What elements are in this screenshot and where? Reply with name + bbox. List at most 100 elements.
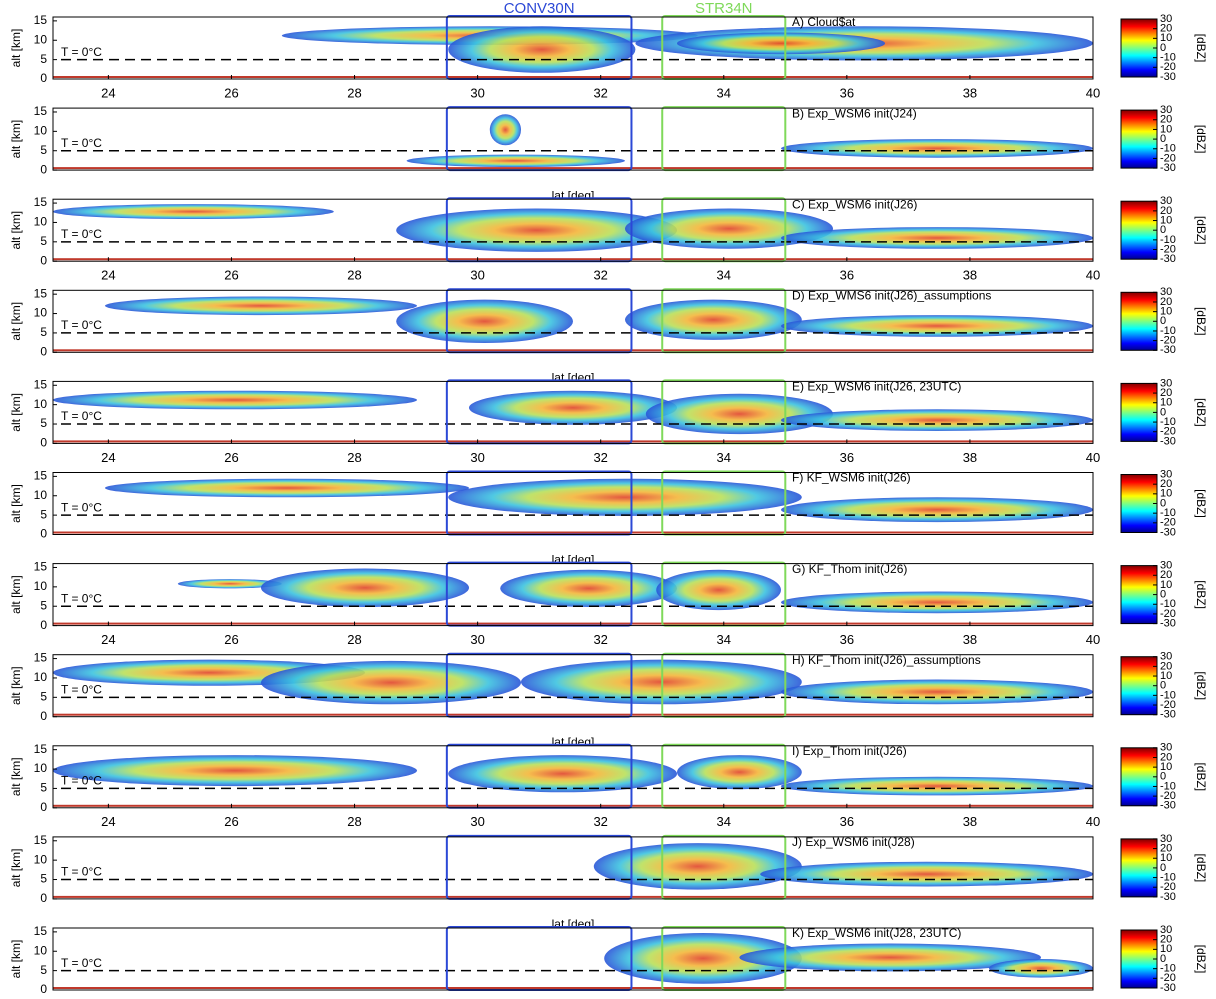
colorbar — [1121, 19, 1157, 77]
colorbar — [1121, 292, 1157, 350]
cloud-field — [781, 139, 1093, 158]
cloud-field — [105, 297, 417, 316]
colorbar — [1121, 110, 1157, 168]
y-axis-label: alt [km] — [9, 484, 23, 523]
panel: T = 0°C051015lat [deg]alt [km]H) KF_Thom… — [9, 651, 1208, 749]
annotation: T = 0°C — [61, 227, 102, 241]
x-tick-label: 28 — [347, 814, 361, 829]
panel: T = 0°C051015242628303234363840alt [km]I… — [9, 742, 1208, 830]
y-tick-label: 15 — [34, 286, 48, 300]
colorbar-label: [dBZ] — [1194, 307, 1208, 336]
cloud-field — [677, 755, 802, 789]
region-label: STR34N — [695, 0, 753, 17]
surface-echo — [53, 532, 1093, 534]
x-tick-label: 24 — [101, 268, 115, 283]
panel-title: G) KF_Thom init(J26) — [792, 562, 907, 576]
panel-title: F) KF_WSM6 init(J26) — [792, 471, 911, 485]
y-tick-label: 0 — [40, 527, 47, 541]
annotation: T = 0°C — [61, 136, 102, 150]
cloud-field — [646, 394, 833, 434]
y-tick-label: 5 — [40, 143, 47, 157]
y-tick-label: 10 — [34, 32, 48, 46]
colorbar-tick-label: -30 — [1160, 800, 1176, 812]
panel-title: K) Exp_WSM6 init(J28, 23UTC) — [792, 926, 961, 940]
x-tick-label: 26 — [224, 450, 238, 465]
cloud-field — [677, 33, 885, 55]
y-tick-label: 0 — [40, 253, 47, 267]
x-tick-label: 38 — [963, 632, 977, 647]
panel: T = 0°CCONV30NSTR34N05101524262830323436… — [9, 0, 1208, 100]
panel: T = 0°C051015lat [deg]alt [km]F) KF_WSM6… — [9, 468, 1208, 566]
y-tick-label: 15 — [34, 742, 48, 756]
colorbar-tick-label: -30 — [1160, 709, 1176, 721]
y-axis-label: alt [km] — [9, 211, 23, 250]
colorbar-label: [dBZ] — [1194, 125, 1208, 154]
y-tick-label: 10 — [34, 852, 48, 866]
annotation: T = 0°C — [61, 865, 102, 879]
colorbar — [1121, 748, 1157, 806]
y-tick-label: 15 — [34, 195, 48, 209]
cloud-field — [261, 569, 469, 607]
x-tick-label: 26 — [224, 268, 238, 283]
surface-echo — [53, 349, 1093, 351]
colorbar-tick-label: -30 — [1160, 891, 1176, 903]
colorbar-label: [dBZ] — [1194, 854, 1208, 883]
surface-echo — [53, 167, 1093, 169]
cloud-field — [781, 592, 1093, 614]
y-tick-label: 5 — [40, 598, 47, 612]
panel: T = 0°C051015242628303234363840alt [km]G… — [9, 560, 1208, 648]
colorbar-label: [dBZ] — [1194, 580, 1208, 609]
colorbar-label: [dBZ] — [1194, 762, 1208, 791]
annotation: T = 0°C — [61, 318, 102, 332]
colorbar-label: [dBZ] — [1194, 216, 1208, 245]
colorbar-label: [dBZ] — [1194, 945, 1208, 974]
x-tick-label: 34 — [717, 814, 731, 829]
panel: T = 0°C051015alt [km]K) Exp_WSM6 init(J2… — [9, 924, 1208, 994]
colorbar — [1121, 383, 1157, 441]
y-tick-label: 15 — [34, 13, 48, 27]
y-axis-label: alt [km] — [9, 849, 23, 888]
y-axis-label: alt [km] — [9, 120, 23, 159]
surface-echo — [53, 76, 1093, 78]
colorbar-label: [dBZ] — [1194, 398, 1208, 427]
y-tick-label: 5 — [40, 52, 47, 66]
x-tick-label: 38 — [963, 814, 977, 829]
x-tick-label: 32 — [593, 450, 607, 465]
y-tick-label: 0 — [40, 162, 47, 176]
colorbar-tick-label: -30 — [1160, 253, 1176, 265]
y-axis-label: alt [km] — [9, 575, 23, 614]
x-tick-label: 24 — [101, 632, 115, 647]
colorbar-tick-label: -30 — [1160, 982, 1176, 994]
y-tick-label: 5 — [40, 872, 47, 886]
panel-title: D) Exp_WMS6 init(J26)_assumptions — [792, 288, 991, 302]
x-tick-label: 24 — [101, 814, 115, 829]
cloud-field — [781, 497, 1093, 522]
y-tick-label: 15 — [34, 651, 48, 665]
x-tick-label: 30 — [470, 85, 484, 100]
cloud-field — [53, 204, 334, 219]
y-tick-label: 10 — [34, 397, 48, 411]
x-tick-label: 30 — [470, 268, 484, 283]
x-tick-label: 26 — [224, 632, 238, 647]
cloud-field — [781, 409, 1093, 431]
y-tick-label: 0 — [40, 436, 47, 450]
panel-title: E) Exp_WSM6 init(J26, 23UTC) — [792, 380, 961, 394]
x-tick-label: 32 — [593, 814, 607, 829]
y-tick-label: 10 — [34, 215, 48, 229]
panel: T = 0°C051015242628303234363840alt [km]C… — [9, 195, 1208, 283]
y-tick-label: 10 — [34, 761, 48, 775]
x-tick-label: 40 — [1086, 632, 1100, 647]
panel: T = 0°C051015lat [deg]alt [km]D) Exp_WMS… — [9, 286, 1208, 384]
x-tick-label: 24 — [101, 450, 115, 465]
x-tick-label: 32 — [593, 85, 607, 100]
y-tick-label: 5 — [40, 325, 47, 339]
x-tick-label: 40 — [1086, 85, 1100, 100]
y-tick-label: 15 — [34, 469, 48, 483]
annotation: T = 0°C — [61, 682, 102, 696]
surface-echo — [53, 805, 1093, 807]
surface-echo — [53, 896, 1093, 898]
x-tick-label: 28 — [347, 85, 361, 100]
y-tick-label: 0 — [40, 800, 47, 814]
x-tick-label: 36 — [840, 268, 854, 283]
